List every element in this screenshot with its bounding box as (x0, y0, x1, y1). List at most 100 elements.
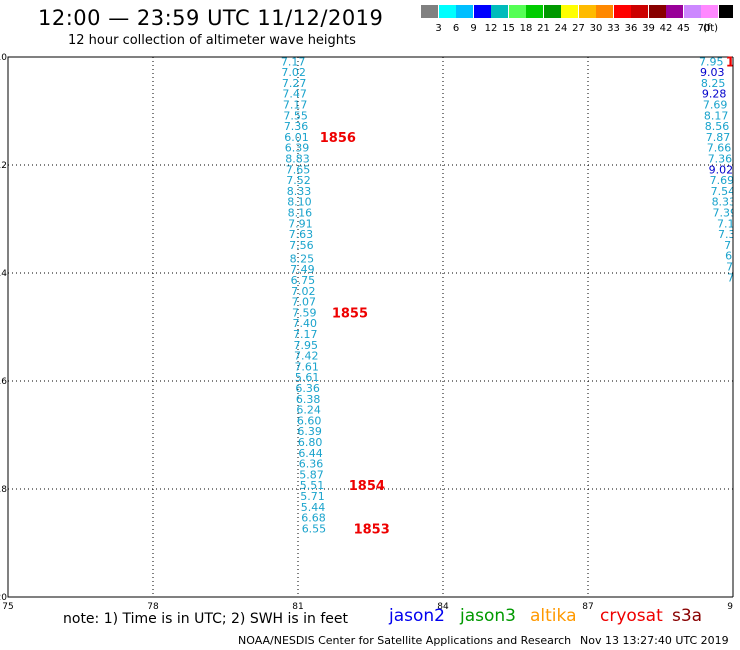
x-tick-label: 84 (437, 602, 449, 612)
wave-height-label: 7.47 (282, 88, 307, 101)
time-label: 1853 (354, 522, 390, 537)
scale-units-label: (ft) (703, 23, 719, 34)
scale-swatch (438, 5, 456, 18)
scale-label: 24 (554, 23, 568, 34)
wave-height-label: 7.59 (292, 306, 317, 319)
credit-line: NOAA/NESDIS Center for Satellite Applica… (238, 634, 572, 647)
wave-height-label: 7.66 (707, 142, 732, 155)
scale-swatch (578, 5, 596, 18)
scale-swatch (473, 5, 491, 18)
wave-height-label: 6.01 (284, 131, 309, 144)
wave-height-label: 7.02 (281, 66, 306, 79)
scale-label: 3 (435, 23, 442, 34)
y-tick-label: -16 (0, 377, 7, 387)
right-margin-mask (733, 0, 740, 650)
wave-height-label: 7.87 (706, 131, 731, 144)
wave-height-label: 7.40 (293, 317, 318, 330)
chart-title: 12:00 — 23:59 UTC 11/12/2019 (38, 6, 384, 30)
y-tick-label: -18 (0, 485, 7, 495)
wave-height-label: 6.44 (298, 447, 323, 460)
plot-frame (7, 56, 734, 598)
scale-label: 30 (589, 23, 603, 34)
scale-label: 9 (470, 23, 477, 34)
satellite-jason2: jason2 (389, 606, 445, 626)
wave-height-label: 7 (727, 271, 734, 284)
wave-height-label: 6 (725, 250, 732, 263)
y-tick-label: -12 (0, 161, 7, 171)
x-tick-label: 78 (147, 602, 159, 612)
wave-height-label: 7.91 (288, 217, 313, 230)
wave-height-label: 5.71 (300, 490, 325, 503)
scale-swatch (543, 5, 561, 18)
time-label: 1854 (349, 479, 385, 494)
satellite-altika: altika (530, 606, 577, 626)
wave-height-label: 7.95 (699, 55, 724, 68)
wave-height-label: 8.33 (287, 185, 312, 198)
wave-height-label: 6.36 (299, 458, 324, 471)
wave-height-label: 7 (726, 261, 733, 274)
wave-height-label: 8.25 (290, 252, 315, 265)
satellite-cryosat: cryosat (600, 606, 663, 626)
wave-height-label: 8.83 (285, 153, 310, 166)
wave-height-label: 6.80 (298, 436, 323, 449)
wave-height-label: 9.02 (709, 163, 734, 176)
wave-height-label: 7.17 (281, 55, 306, 68)
scale-swatch (456, 5, 473, 18)
time-label: 1855 (332, 306, 368, 321)
scale-swatch (508, 5, 526, 18)
scale-label: 18 (519, 23, 533, 34)
time-label: 1856 (320, 131, 356, 146)
wave-height-label: 8.10 (287, 196, 312, 209)
scale-label: 27 (572, 23, 585, 34)
wave-height-label: 7.42 (294, 350, 319, 363)
wave-height-label: 8.17 (704, 109, 729, 122)
wave-height-label: 7.36 (708, 153, 733, 166)
scale-label: 21 (537, 23, 550, 34)
scale-swatch (613, 5, 631, 18)
wave-height-label: 7.56 (289, 239, 314, 252)
scale-label: 36 (624, 23, 638, 34)
satellite-s3a: s3a (672, 606, 703, 626)
wave-height-label: 7.69 (703, 99, 728, 112)
scale-label: 70 (697, 23, 711, 34)
wave-height-label: 7.17 (293, 328, 318, 341)
footnote: note: 1) Time is in UTC; 2) SWH is in fe… (63, 611, 349, 627)
scale-label: 42 (659, 23, 673, 34)
wave-height-label: 7.54 (711, 185, 736, 198)
wave-height-label: 7 (724, 239, 731, 252)
wave-height-label: 7.39 (713, 207, 738, 220)
wave-height-label: 6.60 (297, 414, 322, 427)
wave-height-label: 7.02 (291, 285, 316, 298)
wave-height-label: 6.75 (291, 274, 316, 287)
scale-swatch (666, 5, 683, 18)
chart-subtitle: 12 hour collection of altimeter wave hei… (68, 33, 356, 48)
generated-timestamp: Nov 13 13:27:40 UTC 2019 (580, 634, 729, 647)
wave-height-label: 5.51 (300, 479, 325, 492)
scale-swatch (631, 5, 648, 18)
wave-height-label: 7.49 (290, 263, 315, 276)
wave-height-label: 6.24 (296, 404, 321, 417)
wave-height-label: 6.39 (285, 142, 310, 155)
wave-height-label: 7.17 (283, 99, 308, 112)
wave-height-label: 6.55 (302, 522, 327, 535)
scale-label: 39 (642, 23, 655, 34)
scale-swatch (683, 5, 701, 18)
scale-swatch (526, 5, 543, 18)
wave-height-label: 7.95 (293, 339, 318, 352)
wave-height-label: 7.55 (283, 109, 308, 122)
x-tick-label: 75 (2, 602, 13, 612)
scale-swatch (701, 5, 718, 18)
scale-swatch (718, 5, 736, 18)
wave-height-label: 7.07 (292, 296, 317, 309)
x-tick-label: 87 (582, 602, 593, 612)
satellite-jason3: jason3 (460, 606, 516, 626)
wave-height-label: 6.38 (296, 393, 321, 406)
y-tick-label: -14 (0, 269, 7, 279)
wave-height-label: 8.25 (701, 77, 726, 90)
wave-height-label: 7.3 (718, 228, 736, 241)
wave-height-label: 8.16 (288, 207, 313, 220)
wave-height-label: 7.36 (284, 120, 309, 133)
scale-label: 12 (484, 23, 498, 34)
wave-height-label: 9.28 (702, 88, 727, 101)
x-tick-label: 81 (292, 602, 303, 612)
